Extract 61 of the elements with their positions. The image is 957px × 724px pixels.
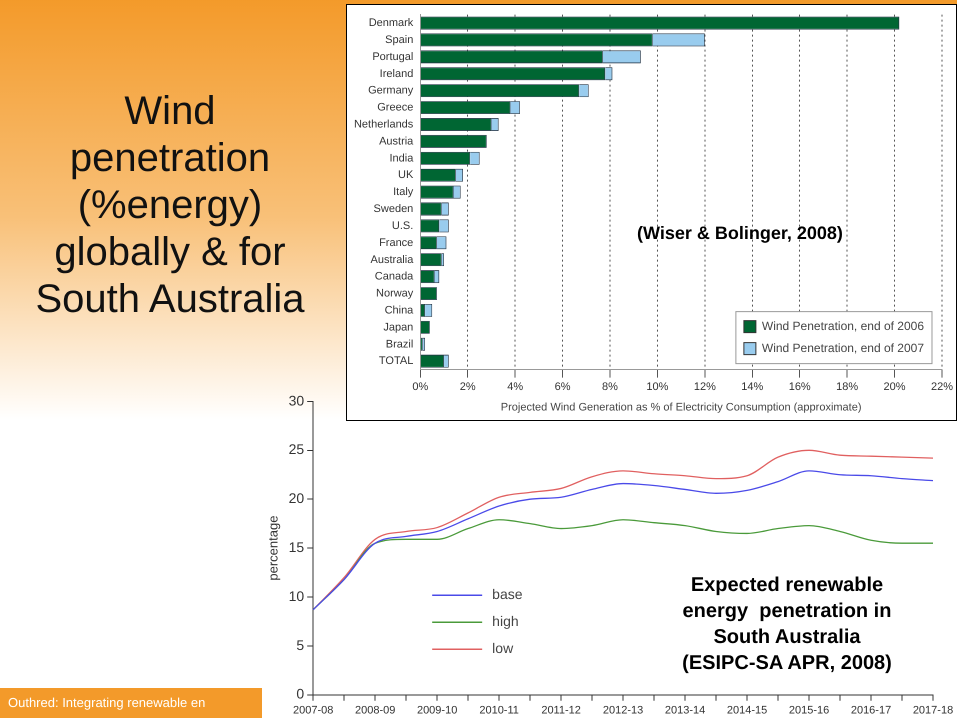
x-tick-label: 14% <box>741 381 764 394</box>
y-axis-title: percentage <box>265 516 280 581</box>
x-tick-label: 2013-14 <box>664 704 706 716</box>
y-tick-label: 0 <box>296 686 304 702</box>
legend-label: base <box>492 586 523 602</box>
x-tick-label: 2% <box>460 381 476 394</box>
legend-label: low <box>492 640 514 656</box>
legend-label: Wind Penetration, end of 2006 <box>762 318 924 333</box>
y-tick-label: China <box>384 304 414 316</box>
x-tick-label: 10% <box>646 381 669 394</box>
y-tick-label: Brazil <box>386 338 414 350</box>
y-tick-label: Portugal <box>372 50 414 63</box>
x-tick-label: 16% <box>788 381 811 394</box>
y-tick-label: Germany <box>368 84 414 97</box>
legend-label: high <box>492 613 519 630</box>
y-tick-label: Australia <box>370 254 414 266</box>
y-tick-label: Austria <box>379 135 414 148</box>
y-tick-label: Sweden <box>374 203 414 216</box>
x-tick-label: 2014-15 <box>726 704 768 716</box>
x-tick-label: 2009-10 <box>416 704 458 716</box>
x-tick-label: 2007-08 <box>292 704 334 716</box>
y-tick-label: India <box>389 152 414 164</box>
y-tick-label: Ireland <box>380 68 414 80</box>
x-tick-label: 2015-16 <box>788 704 830 716</box>
y-tick-label: Norway <box>376 288 414 300</box>
y-tick-label: Spain <box>385 34 414 46</box>
y-tick-label: France <box>379 236 414 249</box>
x-tick-label: 2016-17 <box>850 704 892 716</box>
x-tick-label: 20% <box>884 381 906 394</box>
y-tick-label: Denmark <box>368 17 414 30</box>
y-tick-label: 30 <box>288 392 304 408</box>
text: Outhred: Integrating renewable en <box>0 688 262 718</box>
y-tick-label: 5 <box>296 636 304 653</box>
y-tick-label: Greece <box>377 102 414 114</box>
x-tick-label: 18% <box>836 381 858 394</box>
y-tick-label: Italy <box>393 186 414 198</box>
annotation: Expected renewable energy penetration in South Australia (ESIPC-SA APR, 2008) <box>681 573 893 676</box>
x-tick-label: 2011-12 <box>541 704 581 716</box>
x-tick-label: 2012-13 <box>602 704 644 716</box>
text: Wind penetration (%energy) globally & for South Australia <box>34 88 306 323</box>
annotation: (Wiser & Bolinger, 2008) <box>637 223 843 244</box>
x-tick-label: 0% <box>412 381 428 394</box>
x-tick-label: 22% <box>930 381 954 394</box>
x-axis-title: Projected Wind Generation as % of Electricity Consumption (approximate) <box>500 401 862 414</box>
y-tick-label: Netherlands <box>354 118 414 131</box>
x-tick-label: 4% <box>507 381 524 394</box>
x-tick-label: 2017-18 <box>912 704 954 716</box>
y-tick-label: Canada <box>374 270 414 283</box>
y-tick-label: 25 <box>288 441 304 458</box>
y-tick-label: UK <box>398 169 414 182</box>
y-tick-label: Japan <box>383 321 414 334</box>
x-tick-label: 8% <box>602 381 618 394</box>
y-tick-label: 20 <box>288 490 304 506</box>
x-tick-label: 2008-09 <box>354 704 396 716</box>
x-tick-label: 12% <box>694 381 716 394</box>
y-tick-label: 10 <box>288 588 304 604</box>
y-tick-label: TOTAL <box>378 355 414 368</box>
y-tick-label: 15 <box>288 538 304 555</box>
y-tick-label: U.S. <box>392 220 414 232</box>
x-tick-label: 6% <box>554 381 571 394</box>
x-tick-label: 2010-11 <box>479 704 519 716</box>
